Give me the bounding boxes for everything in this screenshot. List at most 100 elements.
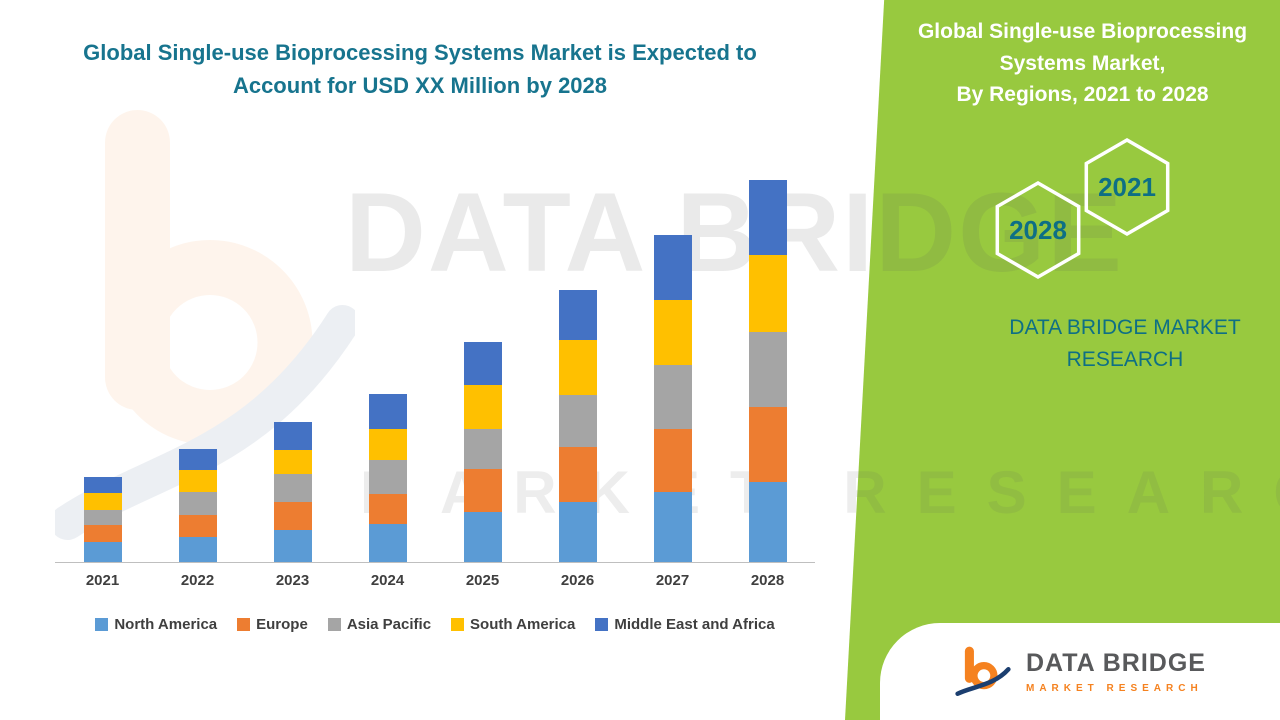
- bar-segment: [653, 300, 692, 365]
- legend-label: Asia Pacific: [346, 616, 432, 633]
- hexagon-years-group: 2028 2021: [990, 132, 1190, 307]
- brand-logo-icon: [955, 646, 1011, 696]
- side-panel-brand-text: DATA BRIDGE MARKET RESEARCH: [960, 312, 1280, 375]
- stacked-bar-2025: [463, 162, 502, 562]
- bar-segment: [273, 474, 312, 502]
- stacked-bar-2022: [178, 162, 217, 562]
- x-axis-label: 2021: [85, 572, 120, 589]
- bar-column: [150, 162, 245, 562]
- bar-segment: [558, 447, 597, 502]
- brand-name: DATA BRIDGE: [1026, 649, 1206, 677]
- stacked-bar-2028: [748, 162, 787, 562]
- bar-column: [625, 162, 720, 562]
- bar-segment: [178, 537, 217, 562]
- hex-year-2021: 2021: [1098, 172, 1156, 202]
- plot-area: [55, 162, 815, 562]
- bar-column: [530, 162, 625, 562]
- legend-item: North America: [95, 616, 217, 633]
- bar-segment: [368, 524, 407, 562]
- bar-segment: [368, 394, 407, 429]
- hexagon-2021-icon: [1084, 137, 1170, 237]
- bar-segment: [558, 502, 597, 562]
- bar-column: [55, 162, 150, 562]
- brand-text-line1: DATA BRIDGE MARKET: [1009, 316, 1241, 339]
- bar-segment: [748, 255, 787, 332]
- bar-segment: [178, 515, 217, 537]
- bar-segment: [558, 395, 597, 447]
- x-axis-line: [55, 562, 815, 563]
- bar-column: [340, 162, 435, 562]
- bar-segment: [178, 449, 217, 470]
- bar-segment: [463, 429, 502, 469]
- stacked-bar-2026: [558, 162, 597, 562]
- bar-segment: [748, 407, 787, 482]
- brand-logo-text: DATA BRIDGE MARKET RESEARCH: [1026, 649, 1206, 694]
- bar-segment: [83, 510, 122, 525]
- x-axis-label: 2024: [370, 572, 405, 589]
- bar-segment: [653, 492, 692, 562]
- hex-year-2028: 2028: [1009, 215, 1067, 245]
- bar-segment: [273, 422, 312, 450]
- bar-segment: [368, 494, 407, 524]
- legend-label: Middle East and Africa: [614, 616, 775, 633]
- x-axis-label: 2025: [465, 572, 500, 589]
- bar-segment: [653, 429, 692, 492]
- bar-segment: [368, 460, 407, 494]
- stacked-bar-2023: [273, 162, 312, 562]
- bar-segment: [558, 340, 597, 395]
- bar-segment: [653, 365, 692, 429]
- legend-item: Asia Pacific: [327, 616, 432, 633]
- legend-label: North America: [114, 616, 218, 633]
- x-axis-label: 2028: [750, 572, 785, 589]
- brand-tagline: MARKET RESEARCH: [1026, 683, 1203, 694]
- side-panel-subtitle: By Regions, 2021 to 2028: [956, 83, 1209, 106]
- bar-segment: [463, 342, 502, 385]
- bar-segment: [748, 482, 787, 562]
- bar-segment: [748, 180, 787, 255]
- x-axis-labels: 2021 2022 2023 2024 2025 2026 2027 2028: [55, 572, 815, 589]
- bar-segment: [178, 470, 217, 492]
- chart-legend: North America Europe Asia Pacific South Ame…: [40, 616, 830, 633]
- bar-segment: [463, 469, 502, 512]
- legend-swatch: [595, 618, 609, 631]
- bar-segment: [83, 525, 122, 542]
- legend-swatch: [451, 618, 465, 631]
- bar-segment: [83, 477, 122, 493]
- hexagon-2028-icon: [995, 180, 1081, 280]
- bar-segment: [178, 492, 217, 515]
- region-side-panel: [845, 0, 1280, 720]
- x-axis-label: 2022: [180, 572, 215, 589]
- side-panel-title-line: Global Single-use Bioprocessing Systems …: [917, 20, 1248, 75]
- brand-logo-card: DATA BRIDGE MARKET RESEARCH: [880, 623, 1280, 720]
- legend-swatch: [237, 618, 251, 631]
- x-axis-label: 2023: [275, 572, 310, 589]
- bar-column: [720, 162, 815, 562]
- legend-label: Europe: [256, 616, 308, 633]
- x-axis-label: 2027: [655, 572, 690, 589]
- legend-swatch: [327, 618, 341, 631]
- legend-item: Europe: [237, 616, 308, 633]
- bar-segment: [463, 512, 502, 562]
- stacked-bar-2021: [83, 162, 122, 562]
- legend-label: South America: [470, 616, 576, 633]
- bar-column: [435, 162, 530, 562]
- bar-segment: [273, 502, 312, 530]
- bar-segment: [653, 235, 692, 300]
- bar-segment: [273, 450, 312, 474]
- bar-segment: [558, 290, 597, 340]
- side-panel-title: Global Single-use Bioprocessing Systems …: [905, 16, 1260, 111]
- bar-segment: [83, 542, 122, 562]
- bar-segment: [83, 493, 122, 510]
- bar-segment: [748, 332, 787, 407]
- bar-segment: [273, 530, 312, 562]
- legend-item: South America: [451, 616, 575, 633]
- bar-segment: [368, 429, 407, 460]
- bar-column: [245, 162, 340, 562]
- stacked-bar-2024: [368, 162, 407, 562]
- bar-segment: [463, 385, 502, 429]
- chart-title: Global Single-use Bioprocessing Systems …: [83, 40, 757, 98]
- legend-swatch: [95, 618, 109, 631]
- x-axis-label: 2026: [560, 572, 595, 589]
- stacked-bar-2027: [653, 162, 692, 562]
